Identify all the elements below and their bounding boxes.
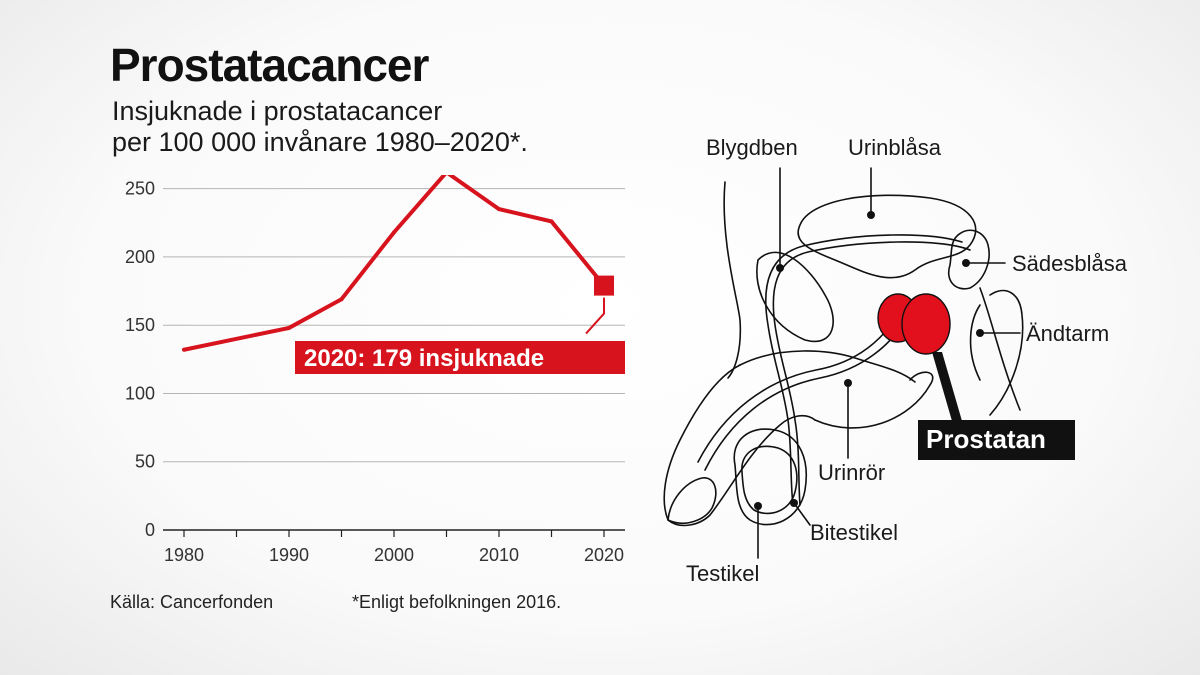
urethra-lower-inner: [697, 305, 903, 463]
incidence-line-chart: 0 50 100 150 200 250 1980 1990 2000 2010 2020 2020:…: [125, 175, 625, 565]
rectum-inner: [969, 304, 981, 381]
incidence-series-line: [183, 175, 606, 352]
data-point-1980: [182, 347, 186, 352]
y-tick-label: 250: [125, 179, 155, 199]
prostate-pointer-wedge: [932, 352, 962, 421]
dot-urinblasa: [867, 211, 875, 219]
x-tick-label: 2020: [584, 545, 624, 565]
chart-subtitle-line1: Insjuknade i prostatacancer: [112, 96, 443, 126]
testicle-shape: [741, 445, 798, 515]
data-point-1995: [339, 297, 344, 302]
prostate-right-lobe: [901, 293, 951, 355]
y-tick-label: 100: [125, 383, 155, 403]
label-bitestikel: Bitestikel: [810, 520, 898, 545]
penis-outline-bottom: [663, 364, 741, 521]
anatomy-diagram: Blygdben Urinblåsa Sädesblåsa Ändtarm Pr…: [663, 135, 1128, 586]
label-testikel: Testikel: [686, 561, 759, 586]
chart-subtitle-line2: per 100 000 invånare 1980–2020*.: [112, 127, 528, 157]
urethra-tube-inner: [764, 234, 963, 506]
scrotum-shape: [733, 428, 807, 526]
prostatan-label-box: [918, 420, 1075, 460]
seminal-vesicle-shape: [948, 229, 990, 290]
annotation-box: [295, 341, 625, 374]
data-point-2010: [497, 207, 501, 212]
bladder-shape: [797, 194, 977, 279]
label-urinblasa: Urinblåsa: [848, 135, 942, 160]
dot-andtarm: [976, 329, 984, 337]
y-tick-label: 50: [135, 452, 155, 472]
dot-urinror: [844, 379, 852, 387]
x-tick-label: 1990: [269, 545, 309, 565]
data-point-2000: [392, 230, 396, 235]
label-sadesblasa: Sädesblåsa: [1012, 251, 1128, 276]
prostate-highlight: [877, 293, 962, 421]
data-point-2015: [549, 219, 554, 224]
body-contour-back: [979, 287, 1021, 411]
dot-blygdben: [776, 264, 784, 272]
dot-testikel: [754, 502, 762, 510]
rectum-shape: [989, 289, 1024, 416]
chart-title: Prostatacancer: [110, 39, 429, 91]
annotation-connector: [585, 297, 605, 335]
perineum-contour: [814, 371, 934, 429]
dot-bitestikel: [790, 499, 798, 507]
label-andtarm: Ändtarm: [1026, 321, 1109, 346]
body-contour-front: [723, 181, 742, 379]
data-point-1990: [287, 325, 291, 330]
source-note: Källa: Cancerfonden: [110, 592, 274, 612]
x-tick-label: 2010: [479, 545, 519, 565]
urethra-tube: [772, 241, 971, 506]
label-urinror: Urinrör: [818, 460, 885, 485]
point-2020-marker: [594, 275, 614, 296]
label-blygdben: Blygdben: [706, 135, 798, 160]
x-tick-label: 1980: [164, 545, 204, 565]
y-tick-label: 150: [125, 315, 155, 335]
pointer-bitestikel: [793, 502, 811, 526]
label-prostatan: Prostatan: [926, 424, 1046, 454]
annotation-label: 2020: 179 insjuknade: [304, 345, 544, 372]
glans-shape: [667, 477, 717, 524]
dot-sadesblasa: [962, 259, 970, 267]
x-tick-label: 2000: [374, 545, 414, 565]
penis-outline-top: [739, 350, 916, 383]
y-tick-label: 0: [145, 520, 155, 540]
footnote: *Enligt befolkningen 2016.: [352, 592, 562, 612]
y-tick-label: 200: [125, 247, 155, 267]
